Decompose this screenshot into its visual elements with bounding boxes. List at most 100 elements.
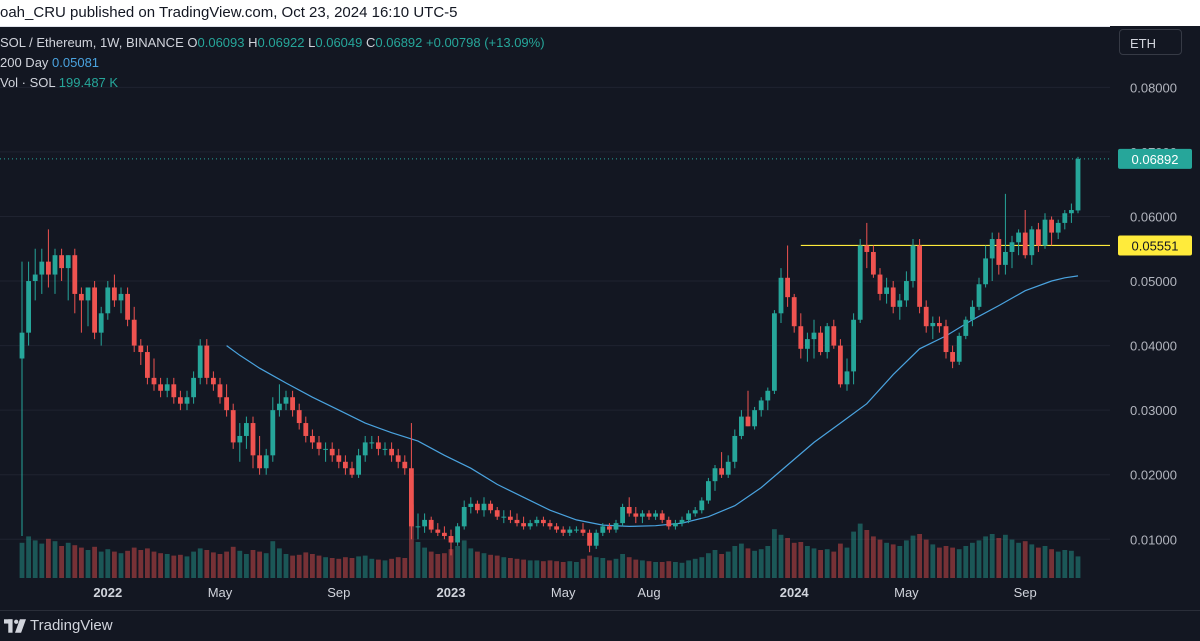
price-tick-label: 0.01000 — [1130, 532, 1177, 547]
candle-body — [1049, 219, 1054, 233]
candle-body — [745, 416, 751, 427]
legend-ma-row: 200 Day 0.05081 — [0, 53, 545, 73]
candle-body — [105, 287, 111, 314]
volume-bar — [237, 550, 243, 578]
volume-bar — [593, 557, 599, 578]
volume-bar — [197, 548, 203, 578]
footer: TradingView — [0, 610, 1200, 641]
candle-body — [811, 332, 817, 340]
candle-body — [560, 529, 566, 533]
volume-bar — [92, 546, 97, 578]
candle-body — [92, 287, 97, 333]
volume-bar — [79, 547, 84, 578]
volume-bar — [607, 560, 612, 578]
candle-body — [164, 384, 170, 391]
candle-body — [362, 442, 368, 456]
candle-body — [98, 313, 104, 333]
candle-body — [706, 481, 711, 501]
price-chart[interactable]: 0.080000.070000.060000.050000.040000.030… — [0, 26, 1200, 610]
price-axis[interactable]: 0.080000.070000.060000.050000.040000.030… — [1110, 26, 1200, 610]
volume-bar — [296, 554, 302, 578]
candle-body — [382, 448, 388, 450]
candle-body — [620, 506, 625, 524]
candle-body — [336, 455, 342, 462]
candle-body — [197, 345, 203, 378]
volume-bar — [435, 554, 441, 578]
candle-body — [435, 529, 441, 533]
volume-bar — [600, 558, 606, 578]
volume-bar — [785, 538, 790, 578]
last-price-label: 0.06892 — [1132, 152, 1179, 167]
currency-button[interactable]: ETH — [1119, 29, 1182, 55]
volume-bar — [395, 557, 401, 578]
candle-body — [989, 239, 995, 259]
volume-bar — [362, 555, 368, 578]
volume-bar — [422, 547, 427, 578]
volume-bar — [32, 540, 38, 578]
candle-body — [481, 503, 487, 511]
legend-volume-row: Vol · SOL 199.487 K — [0, 73, 545, 93]
candle-body — [296, 410, 302, 424]
time-tick-label: Sep — [1014, 585, 1037, 600]
volume-bar — [791, 542, 797, 578]
candle-body — [1003, 251, 1008, 265]
low-value: 0.06049 — [315, 35, 363, 50]
volume-label[interactable]: Vol · SOL — [0, 75, 56, 90]
volume-bar — [989, 534, 995, 578]
candle-body — [211, 377, 216, 385]
candle-body — [996, 239, 1002, 265]
candle-body — [488, 503, 493, 511]
volume-bar — [145, 548, 150, 578]
candle-body — [521, 523, 526, 527]
volume-bar — [923, 539, 929, 578]
symbol-label[interactable]: SOL / Ethereum, 1W, BINANCE — [0, 35, 184, 50]
price-tick-label: 0.06000 — [1130, 209, 1177, 224]
volume-bar — [224, 551, 229, 578]
time-axis[interactable]: 2022 May Sep 2023 May Aug 2024 May Sep — [93, 585, 1036, 600]
volume-bar — [263, 553, 269, 578]
candle-body — [32, 274, 38, 282]
candle-body — [19, 332, 25, 359]
volume-bar — [481, 553, 487, 578]
volume-bar — [72, 545, 78, 578]
volume-bar — [461, 540, 467, 578]
volume-bar — [956, 549, 962, 578]
volume-bar — [851, 531, 856, 578]
volume-bar — [336, 558, 342, 578]
ma-value: 0.05081 — [52, 55, 100, 70]
volume-bar — [409, 504, 414, 578]
volume-bar — [831, 551, 837, 578]
volume-bar — [910, 535, 916, 578]
candle-body — [369, 442, 375, 444]
candle-body — [725, 461, 731, 475]
candle-body — [217, 384, 223, 398]
candle-body — [290, 397, 295, 411]
candle-body — [983, 258, 988, 285]
candle-body — [125, 293, 130, 320]
volume-bar — [415, 542, 421, 578]
volume-bar — [151, 551, 157, 578]
candle-body — [574, 529, 579, 531]
candle-body — [230, 410, 236, 443]
volume-bar — [679, 562, 685, 578]
volume-bar — [329, 558, 335, 578]
volume-bar — [349, 558, 355, 578]
volume-bar — [1069, 550, 1074, 578]
candle-body — [118, 293, 124, 301]
volume-bar — [448, 549, 454, 578]
ma-label[interactable]: 200 Day — [0, 55, 49, 70]
volume-bar — [455, 546, 460, 578]
candle-body — [316, 442, 322, 449]
candle-body — [541, 519, 546, 524]
volume-bar — [818, 550, 823, 578]
volume-bar — [871, 536, 876, 578]
candle-body — [475, 503, 480, 511]
candle-body — [402, 461, 408, 469]
candle-body — [844, 371, 850, 385]
volume-bar — [125, 550, 130, 578]
volume-bar — [244, 554, 249, 578]
candle-body — [659, 513, 665, 520]
volume-bar — [646, 561, 652, 578]
candle-body — [653, 513, 658, 517]
candle-body — [204, 345, 210, 378]
